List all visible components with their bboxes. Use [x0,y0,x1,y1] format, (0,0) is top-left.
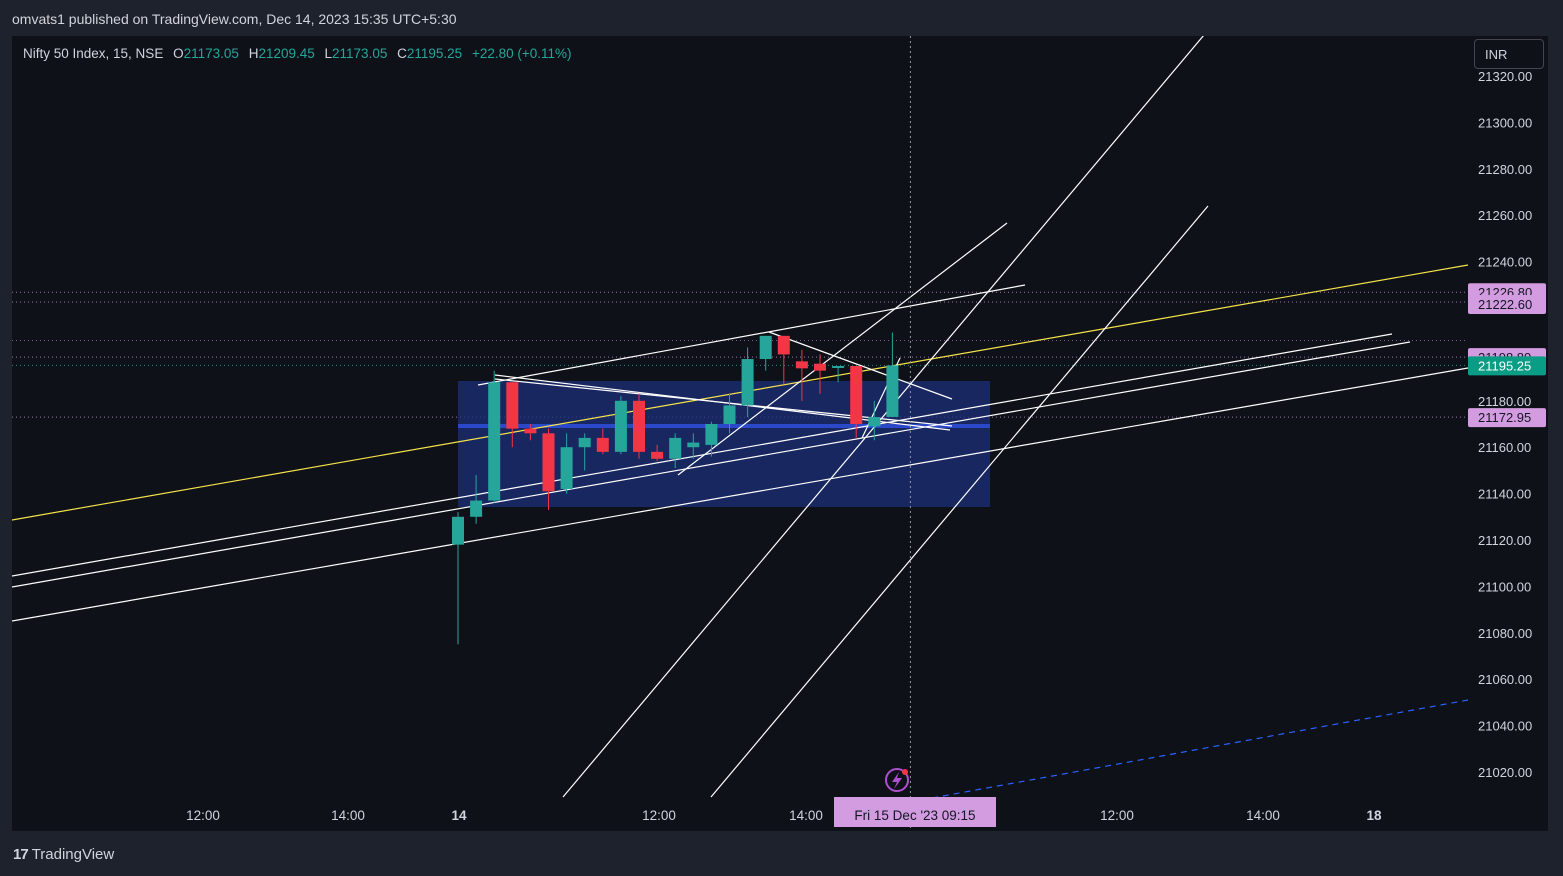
candle-body[interactable] [814,363,826,371]
candle-body[interactable] [452,516,464,545]
y-tick-label: 21300.00 [1478,115,1532,130]
published-text: omvats1 published on TradingView.com, De… [12,11,457,27]
candle-body[interactable] [669,437,682,459]
candle-body[interactable] [886,365,899,417]
yellow-trendline[interactable] [12,264,1469,521]
x-tick-label: 14:00 [331,808,365,823]
close-value: 21195.25 [406,46,463,61]
symbol-name[interactable]: Nifty 50 Index, 15, NSE [23,46,164,61]
candle-body[interactable] [470,500,483,517]
y-tick-label: 21320.00 [1478,69,1532,84]
lightning-icon-bolt [892,772,902,789]
x-tick-label: 18 [1366,808,1382,823]
candle-body[interactable] [578,437,591,448]
candle-body[interactable] [795,361,808,369]
y-tick-label: 21020.00 [1478,765,1532,780]
candle-body[interactable] [705,424,718,445]
open-value: 21173.05 [183,46,239,61]
candle-body[interactable] [614,400,627,452]
candle-body[interactable] [560,447,573,489]
price-label-badge [1468,408,1546,428]
close-label: C [397,46,407,61]
diagonal-line[interactable] [710,205,1209,798]
high-label: H [248,46,259,61]
diagonal-line[interactable] [562,36,1204,798]
channel-line[interactable] [12,341,1411,588]
diagonal-line[interactable] [677,222,1008,476]
channel-line[interactable] [477,284,1026,386]
y-tick-label: 21180.00 [1478,394,1531,409]
x-tick-label: 12:00 [1100,808,1134,823]
channel-line[interactable] [12,367,1469,622]
low-value: 21173.05 [332,46,388,61]
price-axis[interactable] [1468,36,1548,831]
candle-body[interactable] [651,451,664,459]
y-tick-label: 21240.00 [1478,255,1532,270]
price-label-text: 21172.95 [1478,410,1531,425]
high-value: 21209.45 [258,46,315,61]
candle-body[interactable] [759,335,772,360]
y-tick-label: 21060.00 [1478,672,1532,687]
change-value: +22.80 (+0.11%) [471,46,572,61]
tradingview-logo[interactable]: 17 TradingView [13,846,114,863]
candle-body[interactable] [850,366,863,424]
y-tick-label: 21080.00 [1478,626,1532,641]
converging-line[interactable] [768,331,953,400]
footer: 17 TradingView [0,832,1563,876]
x-tick-label: 14:00 [1246,808,1280,823]
ohlc-legend: Nifty 50 Index, 15, NSE O21173.05 H21209… [23,46,572,61]
dashed-projection-line[interactable] [931,699,1469,799]
chart-canvas[interactable]: 21320.00 21300.00 21280.00 21260.00 21240.00… [12,36,1548,831]
candle-body[interactable] [868,417,881,427]
y-tick-label: 21280.00 [1478,162,1532,177]
zone-rectangle[interactable] [458,381,990,507]
y-tick-label: 21160.00 [1478,440,1531,455]
price-label-text: 21195.25 [1478,358,1531,373]
x-tick-label: 12:00 [642,808,676,823]
y-tick-label: 21140.00 [1478,487,1531,502]
x-tick-label: 12:00 [186,808,220,823]
lightning-icon[interactable] [885,768,909,792]
candle-body[interactable] [687,442,700,448]
y-tick-label: 21120.00 [1478,533,1531,548]
crosshair-time-label: Fri 15 Dec '23 09:15 [854,808,975,823]
x-tick-label: 14 [451,808,467,823]
y-tick-label: 21040.00 [1478,719,1532,734]
price-label-badge [1468,356,1546,376]
candle-body[interactable] [633,400,645,452]
x-tick-label: 14:00 [789,808,823,823]
candle-body[interactable] [542,433,555,492]
tradingview-logo-icon: 17 [13,846,29,863]
publish-header: omvats1 published on TradingView.com, De… [0,0,1563,36]
y-tick-label: 21260.00 [1478,208,1532,223]
open-label: O [173,46,184,61]
candle-body[interactable] [832,366,845,368]
candle-body[interactable] [777,335,790,355]
alert-dot [902,769,908,775]
candle-body[interactable] [488,382,501,501]
candle-body[interactable] [723,405,736,424]
price-label-text: 21222.60 [1478,297,1532,312]
y-tick-label: 21100.00 [1478,579,1531,594]
price-label-badge [1468,294,1546,314]
candle-body[interactable] [524,428,537,434]
candle-body[interactable] [506,382,519,429]
channel-line[interactable] [12,333,1393,577]
currency-button[interactable]: INR [1474,39,1544,69]
low-label: L [324,46,333,61]
tradingview-brand: TradingView [31,846,115,863]
crosshair-time-badge [834,797,996,827]
candle-body[interactable] [741,359,754,406]
candle-body[interactable] [596,437,609,452]
